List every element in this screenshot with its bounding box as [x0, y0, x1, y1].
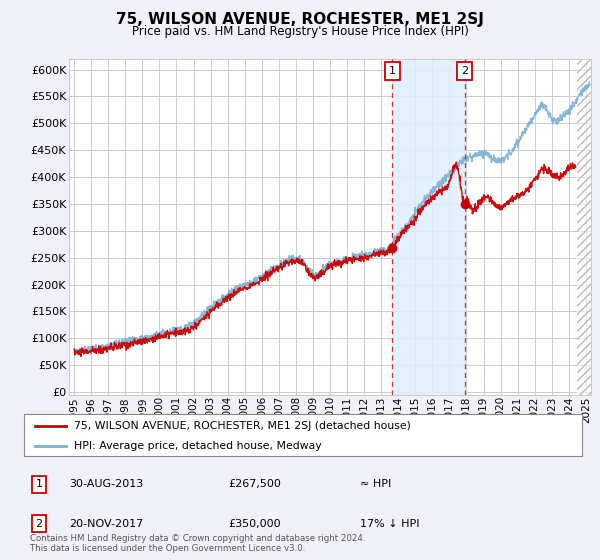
Text: ≈ HPI: ≈ HPI [360, 479, 391, 489]
Bar [392, 59, 465, 395]
Text: Price paid vs. HM Land Registry's House Price Index (HPI): Price paid vs. HM Land Registry's House … [131, 25, 469, 38]
Bar [577, 59, 591, 395]
Text: 2: 2 [461, 66, 469, 76]
Text: HPI: Average price, detached house, Medway: HPI: Average price, detached house, Medw… [74, 441, 322, 451]
Bar [577, 59, 591, 395]
Text: 17% ↓ HPI: 17% ↓ HPI [360, 519, 419, 529]
Text: 75, WILSON AVENUE, ROCHESTER, ME1 2SJ: 75, WILSON AVENUE, ROCHESTER, ME1 2SJ [116, 12, 484, 27]
Text: 20-NOV-2017: 20-NOV-2017 [69, 519, 143, 529]
Text: 30-AUG-2013: 30-AUG-2013 [69, 479, 143, 489]
Text: 75, WILSON AVENUE, ROCHESTER, ME1 2SJ (detached house): 75, WILSON AVENUE, ROCHESTER, ME1 2SJ (d… [74, 421, 411, 431]
Text: Contains HM Land Registry data © Crown copyright and database right 2024.
This d: Contains HM Land Registry data © Crown c… [30, 534, 365, 553]
Text: £350,000: £350,000 [228, 519, 281, 529]
Text: £267,500: £267,500 [228, 479, 281, 489]
Text: 2: 2 [35, 519, 43, 529]
Text: 1: 1 [389, 66, 396, 76]
Text: 1: 1 [35, 479, 43, 489]
